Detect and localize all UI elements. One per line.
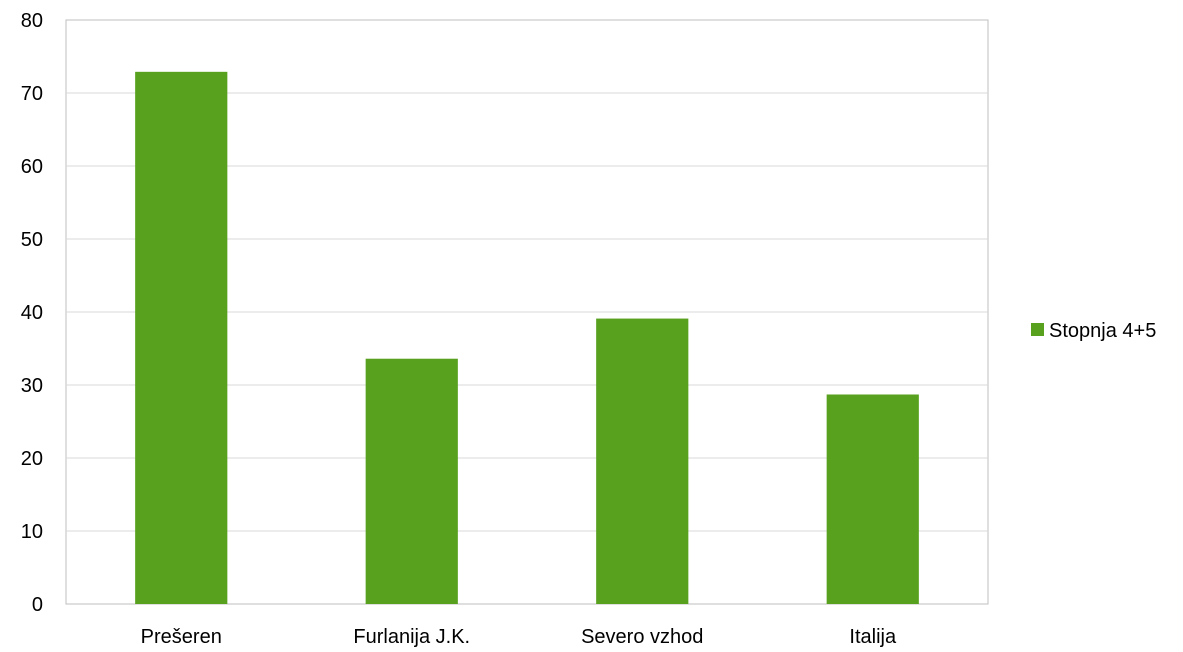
x-tick-label: Prešeren xyxy=(141,626,222,648)
x-tick-label: Italija xyxy=(849,626,897,648)
bar-0 xyxy=(135,71,228,604)
y-tick-label: 0 xyxy=(32,594,43,616)
y-axis-tick-labels: 0 10 20 30 40 50 60 70 80 xyxy=(21,10,43,616)
bar-3 xyxy=(826,394,919,604)
x-axis-tick-labels: Prešeren Furlanija J.K. Severo vzhod Italij… xyxy=(141,626,897,648)
y-tick-label: 80 xyxy=(21,10,43,32)
bar-1 xyxy=(365,358,458,604)
y-tick-label: 50 xyxy=(21,229,43,251)
bars xyxy=(135,71,919,604)
y-tick-label: 70 xyxy=(21,83,43,105)
legend: Stopnja 4+5 xyxy=(1031,320,1156,342)
y-tick-label: 40 xyxy=(21,302,43,324)
y-tick-label: 20 xyxy=(21,448,43,470)
y-tick-label: 10 xyxy=(21,521,43,543)
legend-label: Stopnja 4+5 xyxy=(1049,320,1156,342)
y-tick-label: 60 xyxy=(21,156,43,178)
x-tick-label: Severo vzhod xyxy=(581,626,703,648)
x-tick-label: Furlanija J.K. xyxy=(353,626,470,648)
legend-swatch xyxy=(1031,323,1044,336)
y-tick-label: 30 xyxy=(21,375,43,397)
bar-2 xyxy=(596,318,689,604)
